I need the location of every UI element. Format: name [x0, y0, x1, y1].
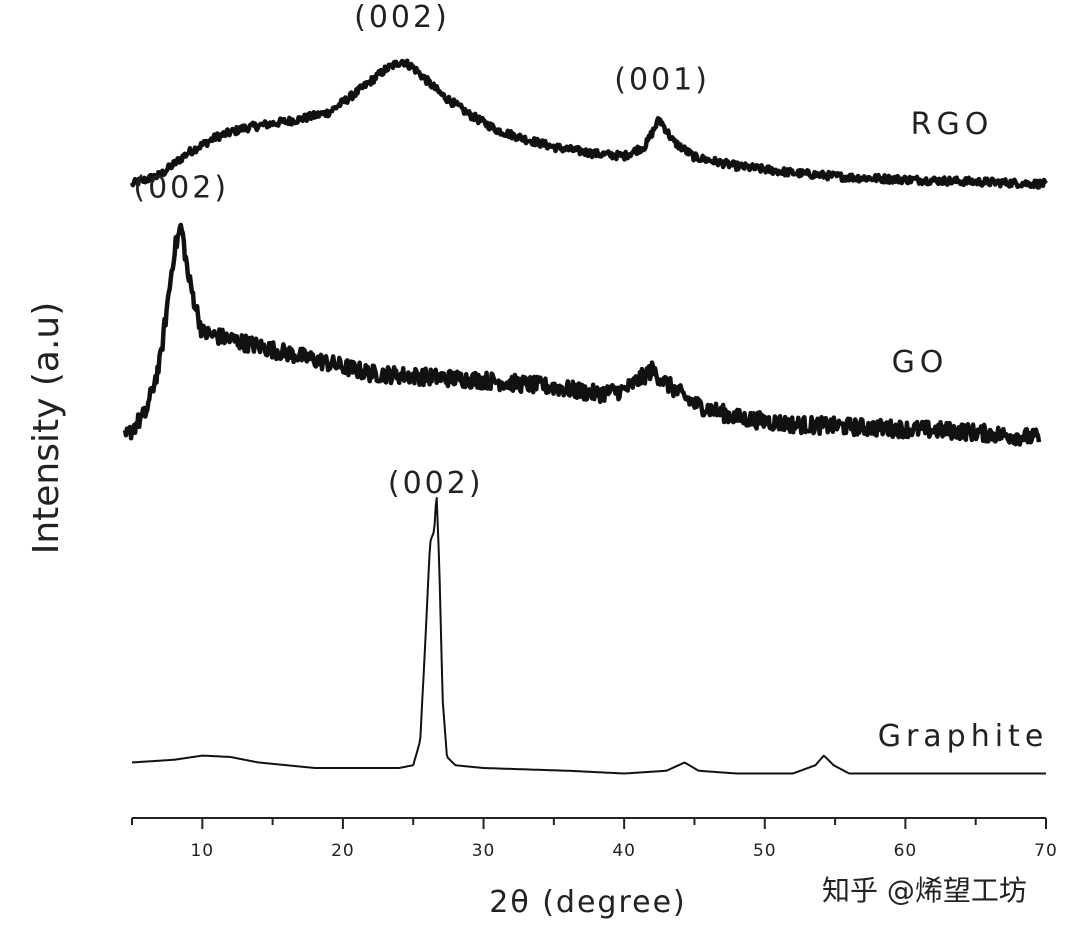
- peak-label-go-2: (002): [133, 171, 229, 206]
- y-axis-title: Intensity (a.u): [26, 302, 67, 555]
- peak-label-graphite-3: (002): [388, 466, 484, 501]
- series-label-graphite: Graphite: [878, 719, 1049, 754]
- series-label-rgo: RGO: [911, 107, 994, 142]
- series-line-go: [122, 222, 1042, 447]
- peak-annotations: (002) (001) (002) (002): [133, 0, 710, 501]
- x-axis-ticks: 10 20 30 40 50 60 70: [131, 818, 1058, 861]
- x-axis-title: 2θ (degree): [489, 885, 687, 920]
- x-tick-label-60: 60: [894, 841, 918, 861]
- series-labels: RGO GO Graphite: [878, 107, 1049, 754]
- series-line-graphite: [131, 497, 1046, 775]
- x-axis: 10 20 30 40 50 60 70: [131, 817, 1058, 861]
- x-tick-label-10: 10: [190, 841, 214, 861]
- peak-label-rgo-1: (001): [614, 63, 710, 98]
- watermark-text: 知乎 @烯望工坊: [822, 874, 1027, 907]
- peak-label-rgo-0: (002): [354, 0, 450, 35]
- x-tick-label-50: 50: [753, 841, 777, 861]
- curves-layer: [122, 58, 1048, 775]
- x-tick-label-40: 40: [612, 841, 636, 861]
- x-tick-label-70: 70: [1034, 841, 1058, 861]
- x-tick-label-20: 20: [331, 841, 355, 861]
- series-line-rgo: [129, 58, 1048, 190]
- x-tick-label-30: 30: [472, 841, 496, 861]
- series-label-go: GO: [892, 345, 949, 380]
